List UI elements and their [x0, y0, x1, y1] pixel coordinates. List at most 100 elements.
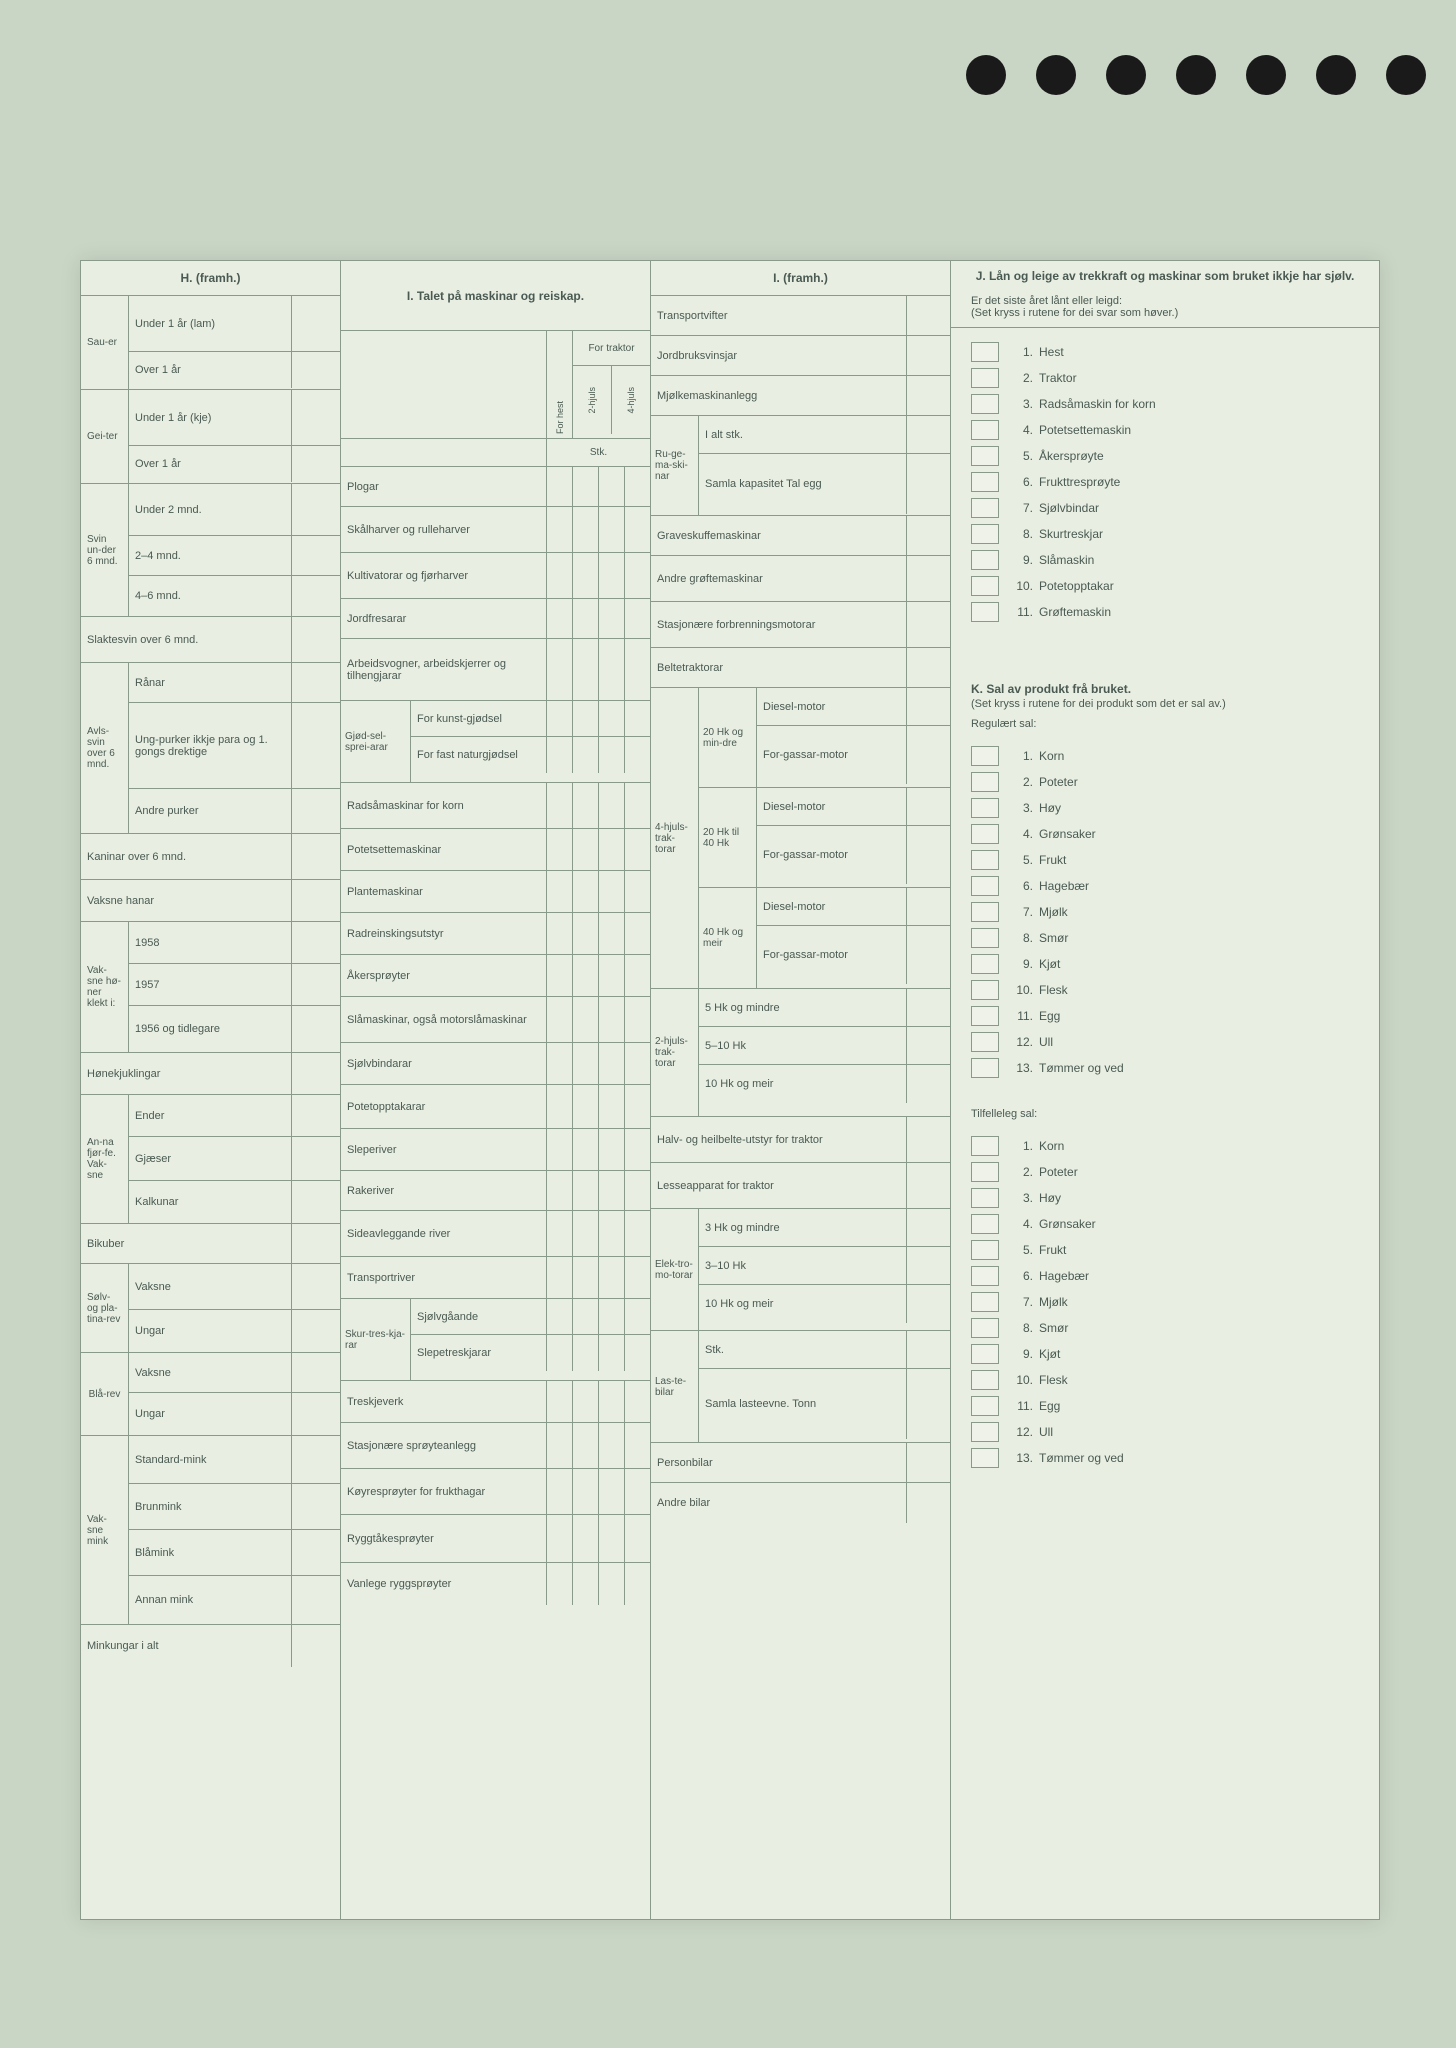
- i2-val[interactable]: [906, 1209, 950, 1246]
- i1-val[interactable]: [598, 871, 624, 912]
- checkbox[interactable]: [971, 1006, 999, 1026]
- checkbox[interactable]: [971, 550, 999, 570]
- i2-val[interactable]: [906, 926, 950, 984]
- i1-val[interactable]: [598, 1129, 624, 1170]
- h-val[interactable]: [292, 1264, 340, 1309]
- i1-val[interactable]: [598, 701, 624, 736]
- i1-val[interactable]: [624, 467, 650, 506]
- i1-val[interactable]: [624, 1043, 650, 1084]
- h-val[interactable]: [292, 922, 340, 963]
- i1-val[interactable]: [572, 467, 598, 506]
- h-val[interactable]: [292, 789, 340, 833]
- h-val[interactable]: [292, 1484, 340, 1529]
- h-val[interactable]: [292, 880, 340, 921]
- i2-val[interactable]: [906, 1483, 950, 1523]
- i2-val[interactable]: [906, 1285, 950, 1323]
- h-val[interactable]: [292, 1530, 340, 1575]
- i1-val[interactable]: [624, 639, 650, 700]
- checkbox[interactable]: [971, 772, 999, 792]
- i1-val[interactable]: [624, 1423, 650, 1468]
- i1-val[interactable]: [572, 783, 598, 828]
- i1-val[interactable]: [546, 1043, 572, 1084]
- h-val[interactable]: [292, 352, 340, 388]
- i1-val[interactable]: [598, 737, 624, 773]
- i1-val[interactable]: [598, 1085, 624, 1128]
- h-val[interactable]: [292, 484, 340, 535]
- i1-val[interactable]: [624, 1211, 650, 1256]
- i1-val[interactable]: [546, 913, 572, 954]
- i1-val[interactable]: [624, 1381, 650, 1422]
- i1-val[interactable]: [598, 507, 624, 552]
- checkbox[interactable]: [971, 980, 999, 1000]
- checkbox[interactable]: [971, 368, 999, 388]
- i1-val[interactable]: [546, 1257, 572, 1298]
- i1-val[interactable]: [598, 1171, 624, 1210]
- i2-val[interactable]: [906, 888, 950, 925]
- checkbox[interactable]: [971, 1058, 999, 1078]
- i1-val[interactable]: [572, 599, 598, 638]
- checkbox[interactable]: [971, 576, 999, 596]
- i1-val[interactable]: [624, 553, 650, 598]
- checkbox[interactable]: [971, 902, 999, 922]
- checkbox[interactable]: [971, 746, 999, 766]
- i1-val[interactable]: [624, 701, 650, 736]
- i1-val[interactable]: [624, 599, 650, 638]
- i1-val[interactable]: [572, 639, 598, 700]
- h-val[interactable]: [292, 703, 340, 788]
- checkbox[interactable]: [971, 498, 999, 518]
- i2-val[interactable]: [906, 376, 950, 415]
- h-val[interactable]: [292, 1224, 340, 1263]
- i1-val[interactable]: [624, 997, 650, 1042]
- i1-val[interactable]: [546, 639, 572, 700]
- checkbox[interactable]: [971, 394, 999, 414]
- checkbox[interactable]: [971, 876, 999, 896]
- i1-val[interactable]: [572, 871, 598, 912]
- h-val[interactable]: [292, 296, 340, 351]
- i1-val[interactable]: [546, 507, 572, 552]
- i1-val[interactable]: [624, 783, 650, 828]
- h-val[interactable]: [292, 1353, 340, 1392]
- i1-val[interactable]: [572, 1423, 598, 1468]
- checkbox[interactable]: [971, 420, 999, 440]
- i1-val[interactable]: [572, 507, 598, 552]
- i1-val[interactable]: [572, 1043, 598, 1084]
- h-val[interactable]: [292, 964, 340, 1005]
- checkbox[interactable]: [971, 1370, 999, 1390]
- i1-val[interactable]: [598, 1257, 624, 1298]
- checkbox[interactable]: [971, 824, 999, 844]
- checkbox[interactable]: [971, 1396, 999, 1416]
- checkbox[interactable]: [971, 1188, 999, 1208]
- h-val[interactable]: [292, 1310, 340, 1352]
- i1-val[interactable]: [546, 1171, 572, 1210]
- i1-val[interactable]: [546, 1469, 572, 1514]
- h-val[interactable]: [292, 1095, 340, 1136]
- checkbox[interactable]: [971, 1422, 999, 1442]
- i1-val[interactable]: [546, 783, 572, 828]
- i1-val[interactable]: [624, 955, 650, 996]
- checkbox[interactable]: [971, 1240, 999, 1260]
- i1-val[interactable]: [572, 955, 598, 996]
- i2-val[interactable]: [906, 989, 950, 1026]
- i1-val[interactable]: [624, 1299, 650, 1334]
- i1-val[interactable]: [598, 955, 624, 996]
- i2-val[interactable]: [906, 556, 950, 601]
- i1-val[interactable]: [598, 1515, 624, 1562]
- checkbox[interactable]: [971, 524, 999, 544]
- i2-val[interactable]: [906, 1027, 950, 1064]
- checkbox[interactable]: [971, 850, 999, 870]
- i1-val[interactable]: [546, 553, 572, 598]
- i1-val[interactable]: [546, 1085, 572, 1128]
- i2-val[interactable]: [906, 688, 950, 725]
- h-val[interactable]: [292, 1006, 340, 1052]
- i1-val[interactable]: [546, 1381, 572, 1422]
- i1-val[interactable]: [598, 829, 624, 870]
- i1-val[interactable]: [572, 1299, 598, 1334]
- i1-val[interactable]: [624, 1171, 650, 1210]
- i2-val[interactable]: [906, 648, 950, 687]
- i1-val[interactable]: [572, 1171, 598, 1210]
- i1-val[interactable]: [572, 1211, 598, 1256]
- i1-val[interactable]: [598, 1469, 624, 1514]
- i1-val[interactable]: [572, 1515, 598, 1562]
- i2-val[interactable]: [906, 1331, 950, 1368]
- i1-val[interactable]: [598, 639, 624, 700]
